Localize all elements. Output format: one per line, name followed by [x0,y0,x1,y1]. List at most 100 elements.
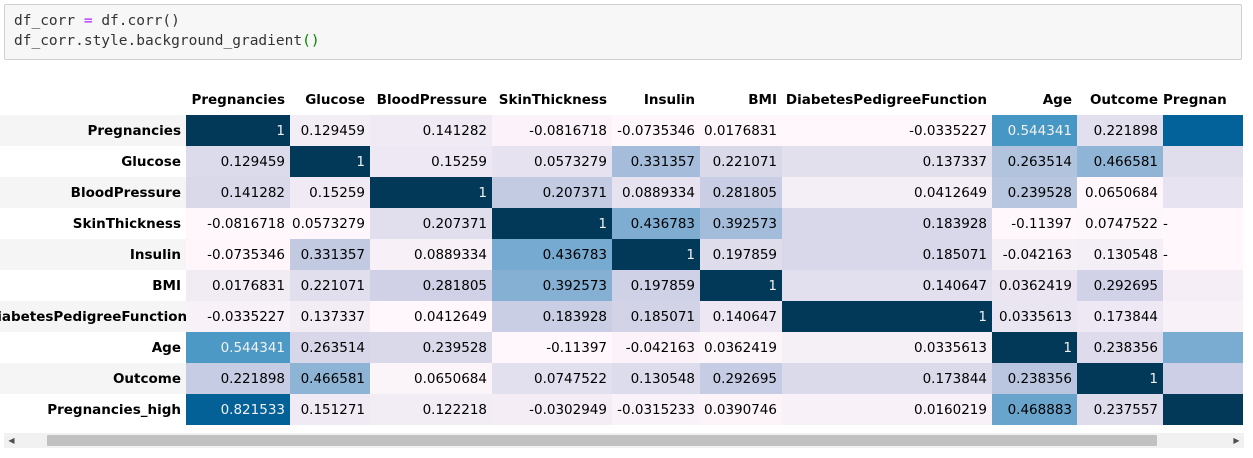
scroll-right-icon[interactable]: ▶ [1233,436,1240,445]
table-cell [1163,177,1243,208]
code-method: df_corr.style.background_gradient [14,33,303,49]
table-cell: -0.0335227 [782,115,992,146]
column-header: Insulin [643,91,695,108]
table-cell: 0.281805 [370,270,492,301]
horizontal-scrollbar[interactable]: ◀ ▶ [4,433,1244,448]
table-cell: -0.0335227 [186,301,290,332]
table-cell: 0.15259 [370,146,492,177]
table-cell: -0.0735346 [612,115,700,146]
table-cell: 1 [1077,363,1163,394]
table-cell: 0.0335613 [782,332,992,363]
table-cell: 0.544341 [186,332,290,363]
code-operator: = [83,13,93,29]
table-cell: 0.331357 [290,239,370,270]
table-cell: -0.042163 [612,332,700,363]
scroll-left-icon[interactable]: ◀ [8,436,15,445]
table-row: SkinThickness -0.0816718 0.0573279 0.207371… [0,208,1243,239]
table-cell: 0.221898 [186,363,290,394]
table-cell: 0.0412649 [370,301,492,332]
table-cell: 0.238356 [1077,332,1163,363]
table-cell: 0.130548 [1077,239,1163,270]
table-cell: 0.141282 [370,115,492,146]
table-cell: 0.197859 [700,239,782,270]
column-header: BloodPressure [376,91,487,108]
table-cell: -0.0315233 [612,394,700,425]
column-header: Outcome [1089,91,1158,108]
table-cell: 0.292695 [700,363,782,394]
table-cell: 0.263514 [992,146,1077,177]
table-cell: 0.238356 [992,363,1077,394]
code-cell[interactable]: df_corr = df.corr() df_corr.style.backgr… [4,4,1242,60]
table-cell: -0.042163 [992,239,1077,270]
table-cell: 1 [492,208,612,239]
table-cell: 1 [612,239,700,270]
table-cell: 0.207371 [370,208,492,239]
table-cell: 0.130548 [612,363,700,394]
table-cell: 0.0650684 [370,363,492,394]
correlation-table: Pregnancies Glucose BloodPressure SkinThick… [0,84,1243,425]
table-row: DiabetesPedigreeFunction -0.0335227 0.1373… [0,301,1243,332]
table-cell: 1 [290,146,370,177]
table-cell: 0.0889334 [612,177,700,208]
column-header: BMI [748,91,777,108]
table-cell: 0.140647 [782,270,992,301]
column-header: Age [1042,91,1072,108]
table-cell [1163,332,1243,363]
table-cell: 0.207371 [492,177,612,208]
table-cell: -0.0735346 [186,239,290,270]
table-cell: 0.141282 [186,177,290,208]
table-row: Glucose 0.129459 1 0.15259 0.0573279 0.331357… [0,146,1243,177]
table-cell: 0.0335613 [992,301,1077,332]
table-cell: 1 [700,270,782,301]
table-cell [1163,146,1243,177]
table-cell: 0.137337 [290,301,370,332]
table-cell: 1 [782,301,992,332]
table-cell: 0.183928 [782,208,992,239]
table-row: BloodPressure 0.141282 0.15259 1 0.207371 0.0… [0,177,1243,208]
row-header: Age [0,332,186,363]
table-cell: 0.137337 [782,146,992,177]
table-cell [1163,270,1243,301]
row-header: BMI [0,270,186,301]
table-cell: 0.173844 [1077,301,1163,332]
table-cell: 0.0650684 [1077,177,1163,208]
column-header: Glucose [305,91,365,108]
table-cell: 0.15259 [290,177,370,208]
table-cell: 0.129459 [290,115,370,146]
table-cell: 0.544341 [992,115,1077,146]
table-cell: 0.468883 [992,394,1077,425]
table-cell: 0.0176831 [186,270,290,301]
table-row: Outcome 0.221898 0.466581 0.0650684 0.074752… [0,363,1243,394]
table-cell: 0.436783 [612,208,700,239]
table-cell: 1 [992,332,1077,363]
table-cell: 0.281805 [700,177,782,208]
table-cell: 0.0176831 [700,115,782,146]
table-cell: 0.239528 [370,332,492,363]
code-call: df.corr() [101,13,180,29]
table-cell: - [1163,239,1243,270]
row-header: Insulin [0,239,186,270]
table-cell: 0.392573 [492,270,612,301]
table-cell: 1 [370,177,492,208]
table-row: Pregnancies_high 0.821533 0.151271 0.122218… [0,394,1243,425]
table-cell: 0.122218 [370,394,492,425]
table-cell: 0.185071 [612,301,700,332]
table-cell [1163,363,1243,394]
scrollbar-thumb[interactable] [47,435,1157,446]
table-cell: 0.0747522 [1077,208,1163,239]
table-cell: -0.0816718 [492,115,612,146]
table-cell [1163,301,1243,332]
table-cell: 0.0362419 [700,332,782,363]
table-cell: 0.466581 [290,363,370,394]
table-cell: 0.331357 [612,146,700,177]
table-cell: 0.183928 [492,301,612,332]
table-cell: 0.0573279 [492,146,612,177]
table-cell: 0.237557 [1077,394,1163,425]
table-cell: 0.392573 [700,208,782,239]
table-cell: 0.821533 [186,394,290,425]
corner-header [0,84,186,115]
table-row: Age 0.544341 0.263514 0.239528 -0.11397 -0.04… [0,332,1243,363]
table-cell: 0.221071 [700,146,782,177]
code-var: df_corr [14,13,76,29]
table-header-row: Pregnancies Glucose BloodPressure SkinThick… [0,84,1243,115]
